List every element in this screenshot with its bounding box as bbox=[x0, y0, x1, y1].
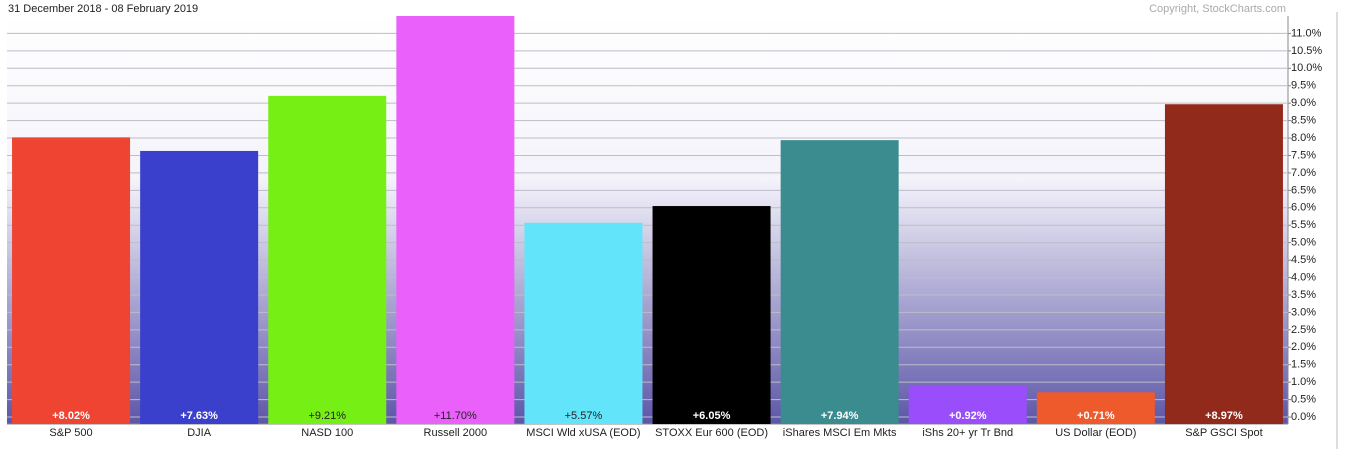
chart-title: 31 December 2018 - 08 February 2019 bbox=[8, 3, 198, 15]
y-tick-label: 4.0% bbox=[1291, 271, 1316, 283]
x-tick-label: iShs 20+ yr Tr Bnd bbox=[922, 427, 1013, 439]
y-tick-label: 10.0% bbox=[1291, 62, 1322, 74]
x-tick-label: S&P 500 bbox=[49, 427, 92, 439]
x-tick-label: US Dollar (EOD) bbox=[1055, 427, 1136, 439]
x-tick-label: DJIA bbox=[187, 427, 212, 439]
y-tick-label: 7.5% bbox=[1291, 149, 1316, 161]
y-tick-label: 2.5% bbox=[1291, 324, 1316, 336]
value-label: +11.70% bbox=[434, 410, 477, 422]
bar bbox=[652, 206, 771, 424]
y-tick-label: 6.0% bbox=[1291, 202, 1316, 214]
x-tick-label: NASD 100 bbox=[301, 427, 353, 439]
x-tick-label: STOXX Eur 600 (EOD) bbox=[655, 427, 768, 439]
bar bbox=[1164, 104, 1283, 424]
y-tick-label: 3.5% bbox=[1291, 289, 1316, 301]
y-tick-label: 6.5% bbox=[1291, 184, 1316, 196]
value-label: +0.71% bbox=[1077, 410, 1115, 422]
y-tick-label: 1.5% bbox=[1291, 359, 1316, 371]
value-label: +6.05% bbox=[693, 410, 731, 422]
value-label: +7.63% bbox=[180, 410, 218, 422]
y-tick-label: 1.0% bbox=[1291, 376, 1316, 388]
y-tick-label: 8.0% bbox=[1291, 132, 1316, 144]
y-tick-label: 10.5% bbox=[1291, 45, 1322, 57]
y-tick-label: 9.0% bbox=[1291, 97, 1316, 109]
value-label: +0.92% bbox=[949, 410, 987, 422]
x-tick-label: iShares MSCI Em Mkts bbox=[783, 427, 897, 439]
bar bbox=[12, 137, 131, 424]
y-tick-label: 11.0% bbox=[1291, 27, 1322, 39]
y-tick-label: 4.5% bbox=[1291, 254, 1316, 266]
y-tick-label: 5.0% bbox=[1291, 237, 1316, 249]
value-label: +8.02% bbox=[52, 410, 90, 422]
y-tick-label: 8.5% bbox=[1291, 115, 1316, 127]
x-tick-label: Russell 2000 bbox=[424, 427, 488, 439]
x-tick-label: MSCI Wld xUSA (EOD) bbox=[526, 427, 640, 439]
copyright: Copyright, StockCharts.com bbox=[1149, 3, 1286, 15]
bar bbox=[780, 140, 899, 424]
y-tick-label: 0.0% bbox=[1291, 411, 1316, 423]
bar bbox=[1036, 392, 1155, 424]
y-tick-label: 2.0% bbox=[1291, 341, 1316, 353]
y-tick-label: 5.5% bbox=[1291, 219, 1316, 231]
bar bbox=[908, 384, 1027, 424]
value-label: +9.21% bbox=[308, 410, 346, 422]
x-tick-label: S&P GSCI Spot bbox=[1185, 427, 1262, 439]
bar bbox=[524, 222, 643, 424]
bar bbox=[396, 16, 515, 424]
value-label: +8.97% bbox=[1205, 410, 1243, 422]
y-tick-label: 3.0% bbox=[1291, 306, 1316, 318]
bar bbox=[268, 95, 387, 424]
y-tick-label: 0.5% bbox=[1291, 393, 1316, 405]
y-tick-label: 7.0% bbox=[1291, 167, 1316, 179]
bars bbox=[12, 16, 1283, 424]
value-label: +5.57% bbox=[565, 410, 603, 422]
bar bbox=[140, 150, 259, 424]
y-tick-label: 9.5% bbox=[1291, 80, 1316, 92]
value-label: +7.94% bbox=[821, 410, 859, 422]
